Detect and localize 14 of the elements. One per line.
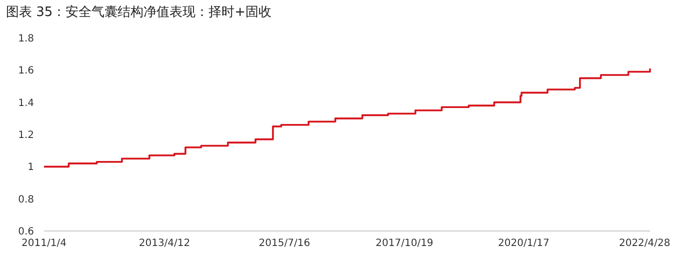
x-tick-label: 2017/10/19 (376, 238, 434, 249)
x-tick-label: 2015/7/16 (258, 238, 310, 249)
y-tick-label: 1.8 (18, 34, 34, 44)
y-tick-label: 0.8 (18, 194, 34, 206)
x-tick-label: 2013/4/12 (138, 238, 190, 249)
x-tick-label: 2020/1/17 (498, 238, 550, 249)
x-tick-label: 2022/4/28 (618, 238, 670, 249)
x-tick-label: 2011/1/4 (22, 238, 66, 249)
y-tick-label: 1.6 (18, 66, 34, 77)
chart-title: 图表 35：安全气囊结构净值表现：择时+固收 (6, 4, 272, 20)
y-tick-label: 1.2 (18, 130, 34, 141)
y-tick-label: 1.4 (18, 98, 34, 109)
y-tick-label: 1 (28, 162, 34, 174)
y-tick-label: 0.6 (18, 226, 34, 238)
